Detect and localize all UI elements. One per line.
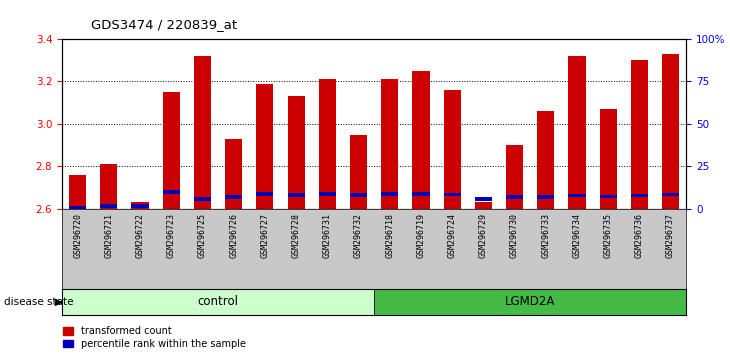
Text: control: control: [198, 295, 239, 308]
Bar: [381, 79, 399, 209]
Bar: [163, 92, 180, 209]
Text: GSM296734: GSM296734: [572, 213, 582, 258]
Bar: [225, 195, 242, 199]
Text: LGMD2A: LGMD2A: [505, 295, 556, 308]
Text: GSM296728: GSM296728: [291, 213, 301, 258]
Bar: [288, 96, 304, 209]
Bar: [100, 164, 118, 209]
Text: GDS3474 / 220839_at: GDS3474 / 220839_at: [91, 18, 237, 31]
Bar: [256, 84, 274, 209]
Bar: [631, 194, 648, 198]
Bar: [631, 60, 648, 209]
Bar: [537, 111, 554, 209]
Text: GSM296726: GSM296726: [229, 213, 238, 258]
Bar: [131, 204, 149, 207]
Bar: [662, 193, 679, 196]
Text: GSM296731: GSM296731: [323, 213, 332, 258]
Bar: [569, 194, 585, 198]
Bar: [444, 193, 461, 196]
Bar: [374, 289, 686, 315]
Bar: [350, 135, 367, 209]
Text: GSM296736: GSM296736: [635, 213, 644, 258]
Bar: [288, 193, 304, 197]
Bar: [412, 192, 429, 196]
Bar: [350, 193, 367, 197]
Text: GSM296725: GSM296725: [198, 213, 207, 258]
Text: GSM296727: GSM296727: [261, 213, 269, 258]
Bar: [100, 204, 118, 207]
Bar: [194, 198, 211, 201]
Bar: [474, 202, 492, 209]
Bar: [225, 139, 242, 209]
Bar: [69, 175, 86, 209]
Bar: [319, 79, 336, 209]
Bar: [599, 195, 617, 199]
Bar: [194, 56, 211, 209]
Text: GSM296722: GSM296722: [136, 213, 145, 258]
Text: GSM296729: GSM296729: [479, 213, 488, 258]
Bar: [62, 289, 374, 315]
Bar: [537, 195, 554, 199]
Bar: [131, 202, 149, 209]
Text: GSM296737: GSM296737: [666, 213, 675, 258]
Bar: [412, 71, 429, 209]
Text: disease state: disease state: [4, 297, 73, 307]
Bar: [506, 195, 523, 199]
Bar: [69, 206, 86, 210]
Legend: transformed count, percentile rank within the sample: transformed count, percentile rank withi…: [64, 326, 246, 349]
Text: GSM296720: GSM296720: [73, 213, 82, 258]
Bar: [319, 192, 336, 196]
Text: ▶: ▶: [55, 297, 63, 307]
Text: GSM296718: GSM296718: [385, 213, 394, 258]
Bar: [256, 192, 274, 196]
Text: GSM296719: GSM296719: [416, 213, 426, 258]
Text: GSM296735: GSM296735: [604, 213, 612, 258]
Bar: [506, 145, 523, 209]
Bar: [662, 54, 679, 209]
Text: GSM296721: GSM296721: [104, 213, 113, 258]
Text: GSM296723: GSM296723: [166, 213, 176, 258]
Bar: [444, 90, 461, 209]
Text: GSM296733: GSM296733: [541, 213, 550, 258]
Text: GSM296730: GSM296730: [510, 213, 519, 258]
Bar: [569, 56, 585, 209]
Text: GSM296732: GSM296732: [354, 213, 363, 258]
Bar: [474, 198, 492, 201]
Bar: [599, 109, 617, 209]
Bar: [163, 190, 180, 194]
Bar: [381, 192, 399, 196]
Text: GSM296724: GSM296724: [447, 213, 457, 258]
